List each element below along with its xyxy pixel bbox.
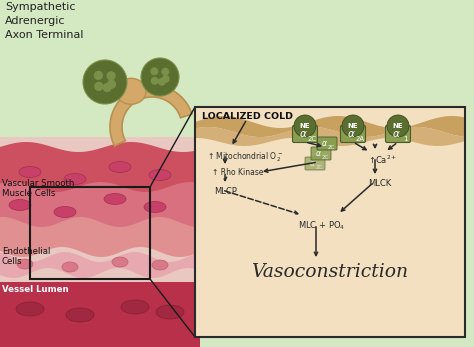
- Circle shape: [150, 67, 158, 75]
- Ellipse shape: [9, 200, 31, 211]
- Ellipse shape: [109, 161, 131, 172]
- FancyBboxPatch shape: [311, 147, 331, 160]
- Circle shape: [162, 75, 170, 83]
- Polygon shape: [195, 116, 465, 137]
- Ellipse shape: [66, 308, 94, 322]
- FancyBboxPatch shape: [292, 126, 318, 143]
- Text: ↑Ca$^{2+}$: ↑Ca$^{2+}$: [368, 154, 397, 167]
- Circle shape: [107, 79, 116, 89]
- Text: LOCALIZED COLD: LOCALIZED COLD: [202, 112, 293, 121]
- Text: $\alpha$: $\alpha$: [346, 129, 356, 139]
- Text: $\alpha$: $\alpha$: [299, 129, 307, 139]
- Ellipse shape: [152, 260, 168, 270]
- Circle shape: [158, 78, 166, 86]
- Polygon shape: [0, 252, 200, 278]
- Text: Adrenergic: Adrenergic: [5, 16, 65, 26]
- Ellipse shape: [19, 167, 41, 178]
- Circle shape: [387, 115, 409, 137]
- Ellipse shape: [16, 302, 44, 316]
- Ellipse shape: [64, 174, 86, 185]
- Text: Sympathetic: Sympathetic: [5, 2, 75, 12]
- Circle shape: [83, 60, 127, 104]
- Text: $\alpha$: $\alpha$: [309, 159, 316, 168]
- Ellipse shape: [144, 202, 166, 212]
- Polygon shape: [0, 217, 200, 257]
- Text: NE: NE: [392, 123, 403, 129]
- Text: $\alpha$: $\alpha$: [392, 129, 401, 139]
- FancyBboxPatch shape: [340, 126, 365, 143]
- Text: ↑ Mitochondrial O$_2^-$: ↑ Mitochondrial O$_2^-$: [207, 150, 283, 163]
- Ellipse shape: [149, 169, 171, 180]
- FancyBboxPatch shape: [305, 157, 325, 170]
- Text: 2C: 2C: [315, 164, 323, 169]
- Circle shape: [161, 68, 169, 76]
- Text: Vascular Smooth: Vascular Smooth: [2, 179, 74, 188]
- Text: Endothelial: Endothelial: [2, 247, 50, 256]
- Text: ↑ Rho Kinase: ↑ Rho Kinase: [212, 168, 264, 177]
- Polygon shape: [110, 85, 192, 146]
- Text: 1: 1: [403, 136, 407, 142]
- Circle shape: [294, 115, 316, 137]
- Polygon shape: [0, 142, 200, 202]
- Text: 2A: 2A: [356, 136, 365, 142]
- FancyBboxPatch shape: [385, 126, 410, 143]
- Circle shape: [141, 58, 179, 96]
- Text: 2C: 2C: [321, 154, 328, 160]
- Polygon shape: [0, 137, 195, 347]
- Ellipse shape: [54, 206, 76, 218]
- Ellipse shape: [121, 300, 149, 314]
- Ellipse shape: [62, 262, 78, 272]
- Ellipse shape: [104, 194, 126, 204]
- Text: NE: NE: [300, 123, 310, 129]
- Ellipse shape: [112, 257, 128, 267]
- Polygon shape: [195, 127, 465, 146]
- Ellipse shape: [156, 305, 184, 319]
- Circle shape: [151, 77, 159, 85]
- Text: 2C: 2C: [308, 136, 317, 142]
- Circle shape: [102, 83, 112, 92]
- Text: Vasoconstriction: Vasoconstriction: [251, 263, 409, 281]
- Text: NE: NE: [348, 123, 358, 129]
- Text: Vessel Lumen: Vessel Lumen: [2, 285, 69, 294]
- Text: $\alpha$: $\alpha$: [320, 138, 328, 147]
- Text: Muscle Cells: Muscle Cells: [2, 189, 55, 198]
- Text: $\alpha$: $\alpha$: [315, 149, 321, 158]
- FancyBboxPatch shape: [317, 137, 337, 150]
- Ellipse shape: [116, 78, 146, 104]
- Polygon shape: [0, 282, 200, 347]
- Text: Axon Terminal: Axon Terminal: [5, 30, 83, 40]
- Ellipse shape: [17, 259, 33, 269]
- Text: 2C: 2C: [328, 144, 335, 150]
- Polygon shape: [195, 107, 465, 337]
- Text: MLCP: MLCP: [214, 187, 237, 196]
- Text: Cells: Cells: [2, 257, 23, 266]
- Circle shape: [107, 71, 116, 81]
- Polygon shape: [0, 182, 200, 232]
- Circle shape: [94, 82, 103, 91]
- Circle shape: [94, 71, 103, 80]
- Text: MLCK: MLCK: [368, 179, 391, 188]
- Circle shape: [342, 115, 364, 137]
- Text: MLC + PO$_4$: MLC + PO$_4$: [298, 219, 345, 231]
